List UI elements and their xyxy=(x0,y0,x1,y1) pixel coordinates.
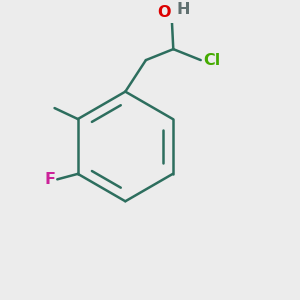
Text: O: O xyxy=(157,5,171,20)
Text: H: H xyxy=(177,2,190,17)
Text: F: F xyxy=(44,172,55,187)
Text: Cl: Cl xyxy=(203,52,221,68)
